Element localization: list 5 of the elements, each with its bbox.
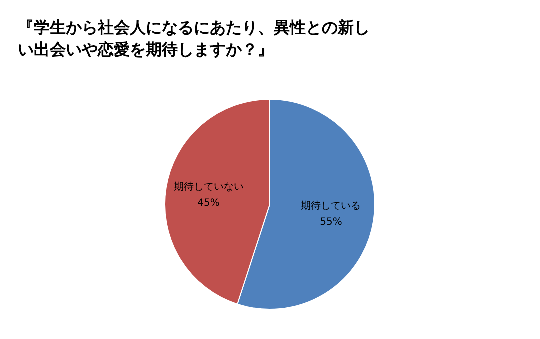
chart-title: 『学生から社会人になるにあたり、異性との新しい出会いや恋愛を期待しますか？』	[18, 18, 370, 59]
slice-label: 期待していない	[174, 180, 244, 193]
data-label: 45%	[198, 198, 220, 209]
slice-label: 期待している	[301, 200, 362, 212]
data-label: 55%	[320, 217, 342, 228]
